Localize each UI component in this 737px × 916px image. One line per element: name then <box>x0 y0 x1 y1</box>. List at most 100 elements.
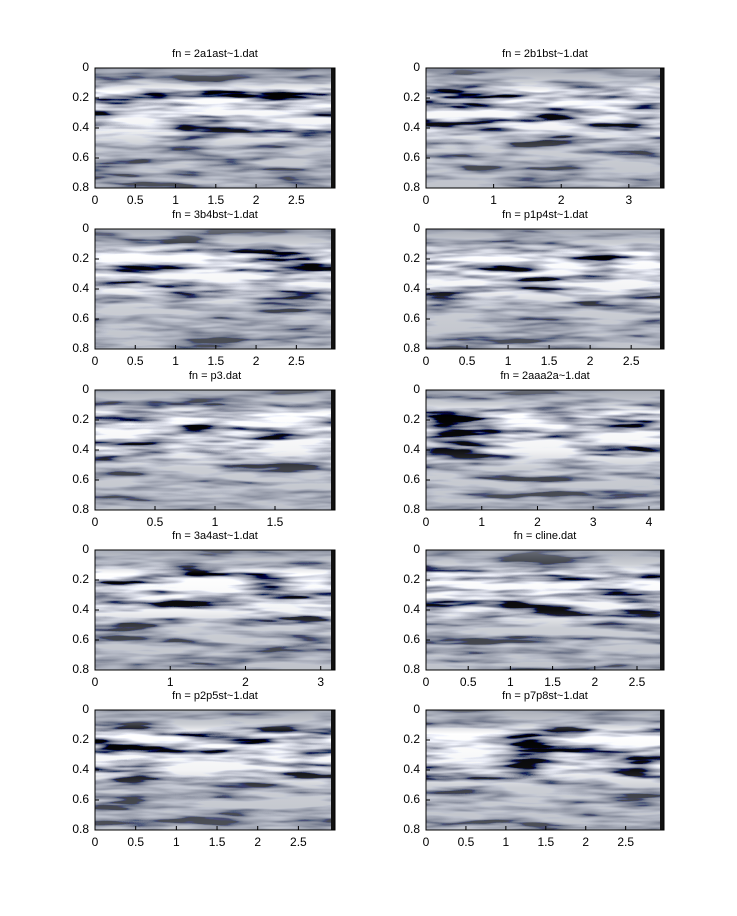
subplot-title: fn = p2p5st~1.dat <box>172 690 258 702</box>
x-tick-label: 1.5 <box>207 354 224 368</box>
y-tick-label: 0.2 <box>403 412 420 426</box>
x-tick-label: 4 <box>646 515 653 529</box>
y-tick-label: 0.4 <box>403 762 420 776</box>
radargram-edge <box>660 710 664 830</box>
x-tick-label: 0.5 <box>127 835 144 849</box>
y-tick-label: 0.4 <box>72 762 89 776</box>
y-tick-label: 0.8 <box>403 341 420 355</box>
x-tick-label: 1.5 <box>537 835 554 849</box>
x-tick-label: 1 <box>507 675 514 689</box>
y-tick-label: 0.8 <box>403 502 420 516</box>
radargram-edge <box>331 550 335 670</box>
x-tick-label: 0 <box>92 193 99 207</box>
radargram-fade <box>426 550 664 670</box>
y-tick-label: 0.8 <box>72 822 89 836</box>
x-tick-label: 1.5 <box>209 835 226 849</box>
x-tick-label: 2 <box>253 193 260 207</box>
radargram-edge <box>660 550 664 670</box>
x-tick-label: 2 <box>242 675 249 689</box>
y-tick-label: 0.4 <box>72 442 89 456</box>
y-tick-label: 0.4 <box>403 602 420 616</box>
y-tick-label: 0.2 <box>403 90 420 104</box>
y-tick-label: 0.6 <box>72 472 89 486</box>
subplot-title: fn = p1p4st~1.dat <box>502 209 588 221</box>
y-tick-label: 0 <box>413 382 420 396</box>
x-tick-label: 0 <box>423 835 430 849</box>
x-tick-label: 0.5 <box>147 515 164 529</box>
x-tick-label: 2 <box>582 835 589 849</box>
y-tick-label: 0.6 <box>72 311 89 325</box>
x-tick-label: 0.5 <box>127 193 144 207</box>
x-tick-label: 1 <box>172 354 179 368</box>
x-tick-label: 0.5 <box>458 835 475 849</box>
x-tick-label: 1.5 <box>207 193 224 207</box>
x-tick-label: 0 <box>92 354 99 368</box>
y-tick-label: 0.6 <box>72 792 89 806</box>
y-tick-label: 0.6 <box>403 792 420 806</box>
y-tick-label: 0 <box>82 542 89 556</box>
y-tick-label: 0.6 <box>72 150 89 164</box>
radargram-fade <box>426 229 664 349</box>
subplot-title: fn = p7p8st~1.dat <box>502 690 588 702</box>
radargram-edge <box>660 390 664 510</box>
x-tick-label: 2.5 <box>290 835 307 849</box>
x-tick-label: 1 <box>490 193 497 207</box>
y-tick-label: 0.6 <box>403 472 420 486</box>
y-tick-label: 0.4 <box>403 120 420 134</box>
x-tick-label: 2.5 <box>617 835 634 849</box>
radargram-fade <box>95 550 335 670</box>
radargram-edge <box>660 229 664 349</box>
x-tick-label: 0.5 <box>459 354 476 368</box>
y-tick-label: 0.2 <box>403 732 420 746</box>
y-tick-label: 0 <box>413 542 420 556</box>
x-tick-label: 1.5 <box>541 354 558 368</box>
x-tick-label: 1 <box>503 835 510 849</box>
y-tick-label: 0.4 <box>72 120 89 134</box>
y-tick-label: 0 <box>82 382 89 396</box>
x-tick-label: 2 <box>558 193 565 207</box>
x-tick-label: 2.5 <box>623 354 640 368</box>
y-tick-label: 0.8 <box>403 180 420 194</box>
radargram-fade <box>95 390 335 510</box>
radargram-edge <box>331 229 335 349</box>
y-tick-label: 0.4 <box>72 281 89 295</box>
x-tick-label: 2 <box>591 675 598 689</box>
y-tick-label: 0.8 <box>403 822 420 836</box>
x-tick-label: 2 <box>587 354 594 368</box>
subplot-title: fn = p3.dat <box>189 370 241 382</box>
radargram-fade <box>95 710 335 830</box>
y-tick-label: 0.2 <box>72 251 89 265</box>
radargram-fade <box>95 68 335 188</box>
y-tick-label: 0.2 <box>403 251 420 265</box>
x-tick-label: 1 <box>212 515 219 529</box>
y-tick-label: 0.8 <box>72 662 89 676</box>
y-tick-label: 0.8 <box>72 341 89 355</box>
y-tick-label: 0 <box>82 60 89 74</box>
x-tick-label: 2.5 <box>288 193 305 207</box>
y-tick-label: 0.6 <box>403 311 420 325</box>
x-tick-label: 0 <box>92 515 99 529</box>
y-tick-label: 0.6 <box>72 632 89 646</box>
x-tick-label: 0 <box>423 354 430 368</box>
x-tick-label: 0 <box>423 193 430 207</box>
y-tick-label: 0.2 <box>72 412 89 426</box>
y-tick-label: 0.4 <box>72 602 89 616</box>
radargram-edge <box>660 68 664 188</box>
radargram-fade <box>426 710 664 830</box>
x-tick-label: 1 <box>172 193 179 207</box>
x-tick-label: 2 <box>534 515 541 529</box>
subplot-title: fn = 2b1bst~1.dat <box>502 48 588 60</box>
y-tick-label: 0.2 <box>403 572 420 586</box>
x-tick-label: 1 <box>173 835 180 849</box>
y-tick-label: 0 <box>413 60 420 74</box>
y-tick-label: 0.6 <box>403 632 420 646</box>
x-tick-label: 0 <box>423 515 430 529</box>
y-tick-label: 0 <box>413 221 420 235</box>
subplot-title: fn = 2aaa2a~1.dat <box>500 370 589 382</box>
radargram-fade <box>95 229 335 349</box>
y-tick-label: 0.8 <box>403 662 420 676</box>
x-tick-label: 2 <box>254 835 261 849</box>
radargram-edge <box>331 710 335 830</box>
y-tick-label: 0.4 <box>403 281 420 295</box>
